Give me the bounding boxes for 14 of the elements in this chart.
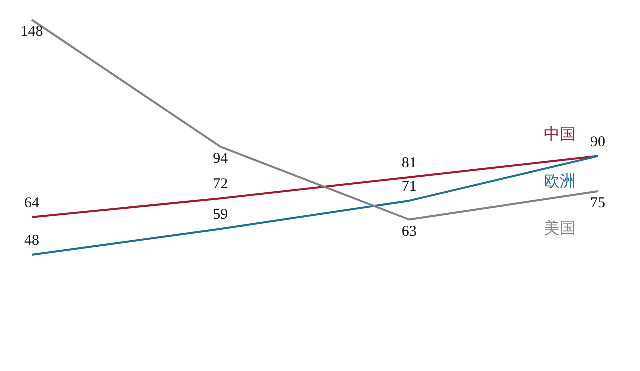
data-label: 81 [402,155,417,172]
series-label: 中国 [544,124,576,144]
data-label: 59 [213,207,228,224]
data-label: 48 [24,233,40,249]
data-label: 148 [20,24,44,40]
series-label: 欧洲 [544,171,576,190]
data-label: 63 [402,224,417,240]
data-label: 72 [213,176,228,193]
data-label: 71 [402,178,417,195]
series-label: 美国 [544,218,576,238]
data-label: 90 [590,134,606,150]
data-label: 75 [590,196,606,212]
data-label: 64 [24,195,40,212]
data-label: 94 [213,150,229,167]
